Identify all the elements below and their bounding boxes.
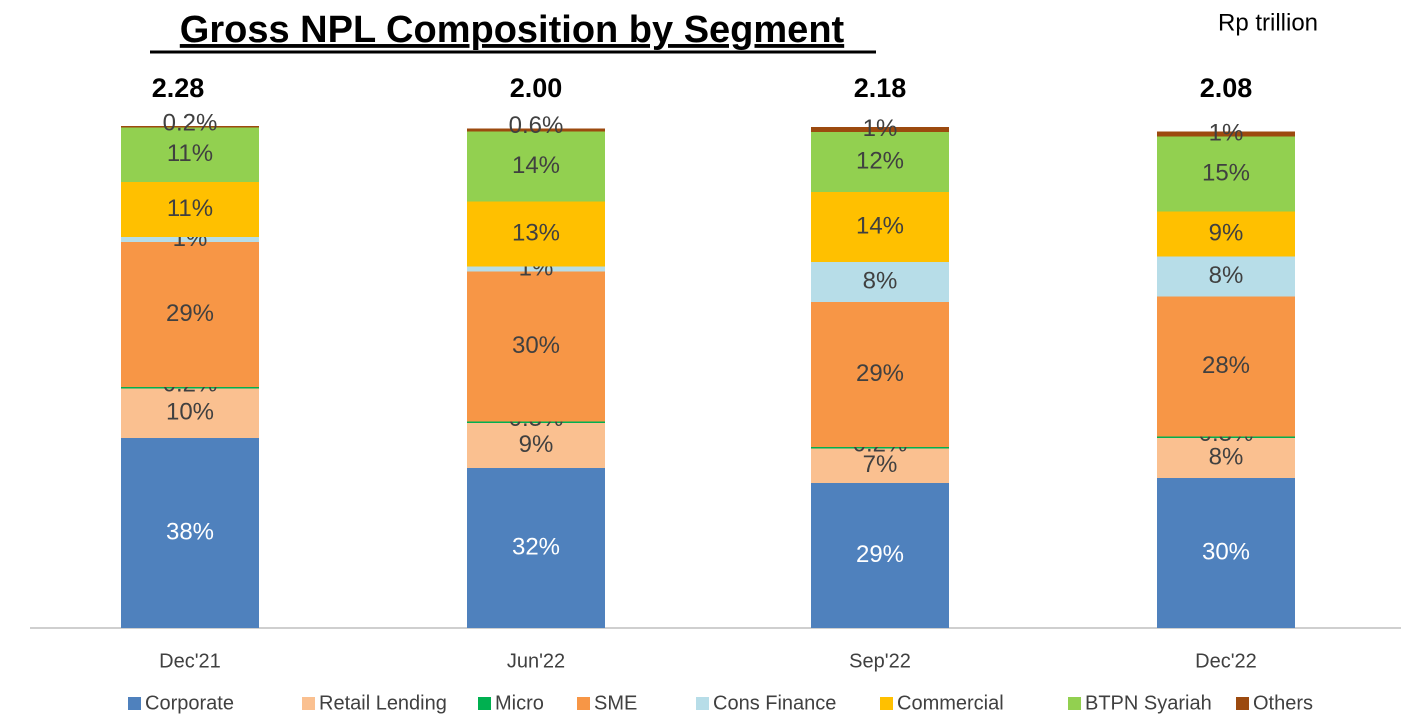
legend-swatch [577,697,590,710]
bar-segment [811,483,949,628]
chart-title: Gross NPL Composition by Segment [180,9,845,51]
legend-label: Cons Finance [713,692,836,714]
data-label: 12% [856,147,904,174]
legend-label: Micro [495,692,544,714]
data-label: 10% [166,398,214,425]
data-label: 29% [856,360,904,387]
legend-label: Others [1253,692,1313,714]
bar-segment [811,447,949,449]
data-label: 30% [512,332,560,359]
bar-segment [1157,436,1295,438]
data-label: 32% [512,533,560,560]
data-label: 13% [512,219,560,246]
bar-segment [121,242,259,387]
total-label: 2.18 [854,73,907,103]
legend-label: Retail Lending [319,692,447,714]
bar-segment [811,262,949,302]
total-label: 2.08 [1200,73,1253,103]
legend-swatch [128,697,141,710]
legend-label: Commercial [897,692,1004,714]
data-label: 15% [1202,159,1250,186]
data-label: 8% [863,267,898,294]
legend-swatch [302,697,315,710]
data-label: 0.2% [163,109,218,136]
bar-segment [811,127,949,132]
bar-segment [811,192,949,262]
data-label: 7% [863,451,898,478]
bar-segment [121,387,259,389]
bar-segment [811,448,949,483]
legend-swatch [1236,697,1249,710]
bar-segment [467,266,605,272]
data-label: 0.6% [509,112,564,139]
bar-segment [1157,211,1295,257]
bar-segment [467,201,605,267]
data-label: 28% [1202,352,1250,379]
bar-segment [121,438,259,628]
legend-label: BTPN Syariah [1085,692,1212,714]
bar-segment [121,388,259,438]
bar-segment [467,421,605,423]
data-label: 9% [519,431,554,458]
legend-label: Corporate [145,692,234,714]
bar-segment [1157,296,1295,437]
bar-segment [121,237,259,242]
legend-swatch [880,697,893,710]
bar-segment [811,302,949,447]
x-tick-label: Dec'22 [1195,650,1257,672]
data-label: 29% [166,300,214,327]
bar-segment [1157,136,1295,212]
bar-segment [467,128,605,132]
bar-segment [1157,478,1295,628]
bar-segment [467,468,605,628]
data-label: 8% [1209,262,1244,289]
bar-segment [121,126,259,128]
bar-segment [467,423,605,468]
data-label: 38% [166,518,214,545]
bar-segment [1157,131,1295,137]
legend-swatch [478,697,491,710]
data-label: 29% [856,541,904,568]
data-label: 1% [1209,119,1244,146]
legend-label: SME [594,692,637,714]
x-tick-label: Dec'21 [159,650,221,672]
legend-swatch [1068,697,1081,710]
bar-segment [467,131,605,202]
data-label: 8% [1209,443,1244,470]
bar-segment [1157,256,1295,297]
data-label: 14% [512,152,560,179]
unit-label: Rp trillion [1218,9,1318,36]
bar-segment [467,271,605,422]
data-label: 30% [1202,538,1250,565]
data-label: 11% [167,195,213,222]
data-label: 1% [863,115,898,142]
data-label: 11% [167,140,213,167]
x-tick-label: Jun'22 [507,650,565,672]
total-label: 2.28 [152,73,205,103]
total-label: 2.00 [510,73,563,103]
legend-swatch [696,697,709,710]
x-tick-label: Sep'22 [849,650,911,672]
bar-segment [811,132,949,192]
bar-segment [121,127,259,182]
data-label: 14% [856,212,904,239]
bar-segment [1157,438,1295,478]
data-label: 9% [1209,219,1244,246]
bar-segment [121,182,259,237]
